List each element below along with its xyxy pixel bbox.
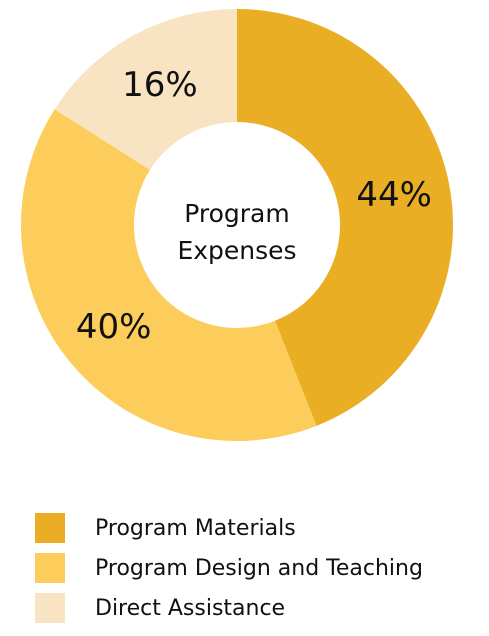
- center-label-line-2: Expenses: [177, 236, 296, 265]
- legend-swatch-direct-assistance: [35, 593, 65, 623]
- legend-item-program-materials: Program Materials: [35, 510, 485, 546]
- legend-item-direct-assistance: Direct Assistance: [35, 590, 485, 626]
- slice-program-materials: [237, 9, 454, 426]
- slice-labels: 44% 40% 16%: [76, 65, 432, 347]
- legend: Program Materials Program Design and Tea…: [35, 510, 485, 630]
- donut-chart: Program Expenses 44% 40% 16%: [20, 9, 454, 441]
- legend-swatch-program-materials: [35, 513, 65, 543]
- legend-label-program-design-and-teaching: Program Design and Teaching: [95, 555, 423, 581]
- legend-swatch-program-design-and-teaching: [35, 553, 65, 583]
- donut-hole: [134, 122, 340, 328]
- legend-label-direct-assistance: Direct Assistance: [95, 595, 286, 621]
- legend-label-program-materials: Program Materials: [95, 515, 296, 541]
- slice-label-program-materials: 44%: [356, 175, 432, 215]
- center-label-line-1: Program: [184, 199, 289, 228]
- slice-label-program-design-and-teaching: 40%: [76, 307, 152, 347]
- slice-label-direct-assistance: 16%: [122, 65, 198, 105]
- legend-item-program-design-and-teaching: Program Design and Teaching: [35, 550, 485, 586]
